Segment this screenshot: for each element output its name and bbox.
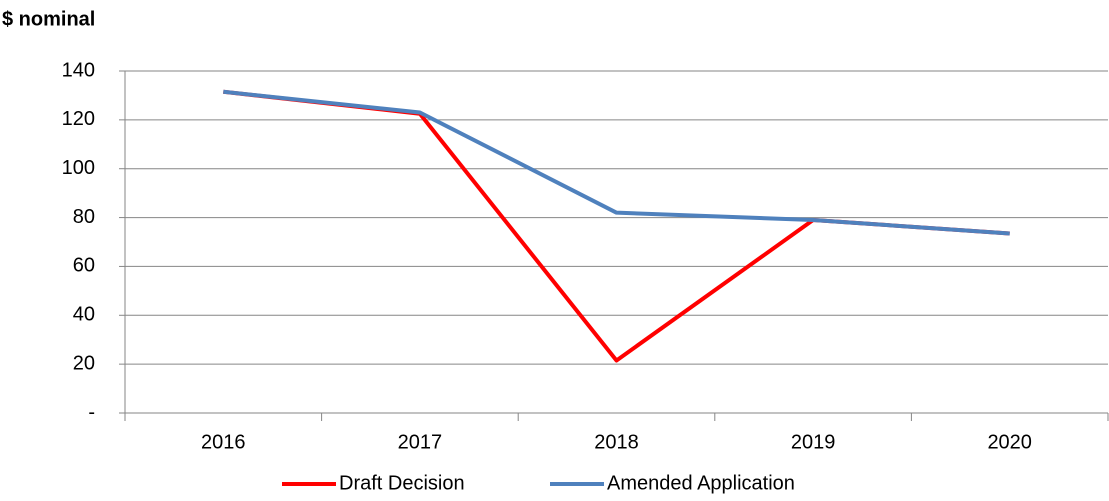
x-tick-label: 2017 (398, 431, 443, 453)
legend-label: Amended Application (607, 472, 795, 494)
x-tick-label: 2019 (791, 431, 836, 453)
y-tick-label: 80 (73, 206, 95, 228)
y-tick-label: 40 (73, 304, 95, 326)
y-tick-label: - (88, 401, 95, 423)
y-tick-label: 140 (62, 59, 95, 81)
chart-title: $ nominal (2, 8, 95, 30)
y-tick-label: 20 (73, 352, 95, 374)
x-tick-label: 2018 (594, 431, 639, 453)
y-tick-label: 100 (62, 157, 95, 179)
y-tick-label: 120 (62, 108, 95, 130)
x-tick-label: 2016 (201, 431, 246, 453)
x-tick-label: 2020 (987, 431, 1032, 453)
y-tick-label: 60 (73, 255, 95, 277)
legend-label: Draft Decision (339, 472, 465, 494)
series-line (223, 89, 1010, 236)
